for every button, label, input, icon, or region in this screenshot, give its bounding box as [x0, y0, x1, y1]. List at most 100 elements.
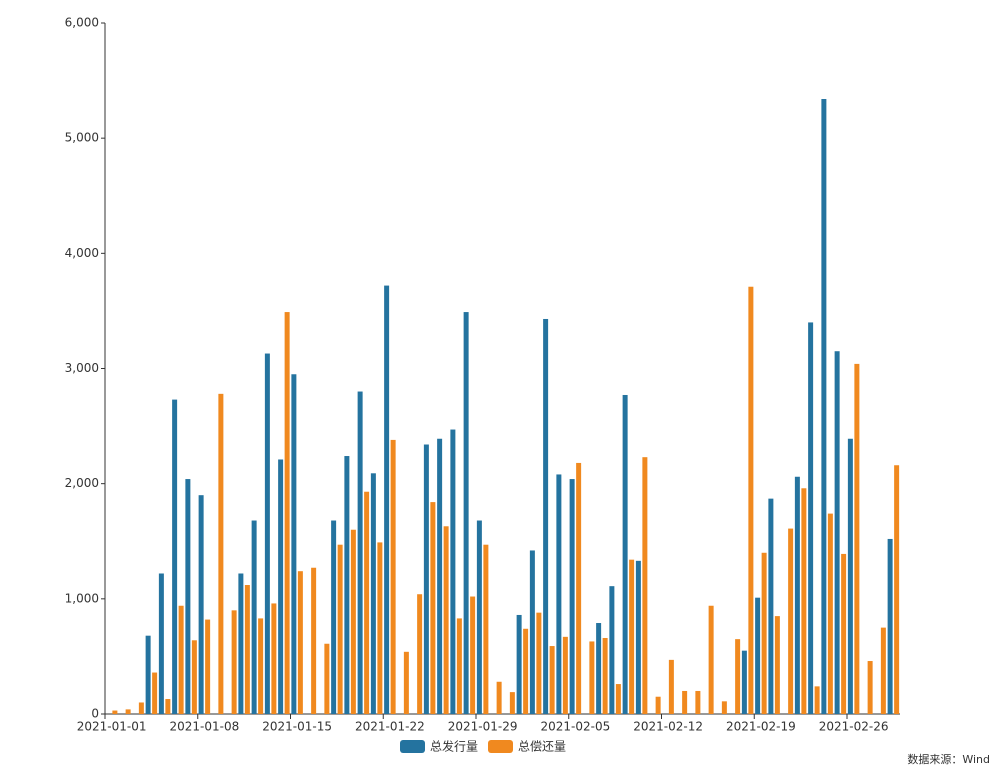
x-tick-label: 2021-01-22 — [355, 720, 425, 734]
bar — [867, 661, 873, 714]
legend-swatch — [400, 740, 425, 753]
bar — [278, 459, 284, 714]
y-tick-label: 6,000 — [65, 16, 99, 30]
bar — [344, 456, 350, 714]
bar — [556, 474, 562, 714]
bar — [847, 438, 853, 714]
bar — [463, 312, 469, 714]
bar — [549, 646, 555, 714]
bar — [808, 322, 814, 714]
bar — [456, 618, 462, 714]
bar — [496, 681, 502, 714]
bar — [390, 439, 396, 714]
bar — [529, 550, 535, 714]
bar — [450, 429, 456, 714]
bar — [138, 702, 144, 714]
bar — [655, 696, 661, 714]
bar — [350, 529, 356, 714]
bar — [297, 571, 303, 714]
bar — [761, 552, 767, 714]
bar — [562, 636, 568, 714]
bar — [112, 710, 118, 714]
bar — [291, 374, 297, 714]
y-tick-label: 0 — [91, 707, 99, 721]
bar — [158, 573, 164, 714]
bar — [814, 686, 820, 714]
legend-label: 总偿还量 — [518, 739, 566, 754]
bar — [668, 659, 674, 714]
bar — [238, 573, 244, 714]
bar — [364, 491, 370, 714]
bar — [165, 699, 171, 714]
bar — [543, 318, 549, 714]
bar — [417, 594, 423, 714]
bar — [443, 526, 449, 714]
x-tick-label: 2021-01-08 — [170, 720, 240, 734]
x-tick-label: 2021-02-26 — [819, 720, 889, 734]
bar — [602, 637, 608, 714]
bar — [788, 528, 794, 714]
bar — [834, 351, 840, 714]
bar — [384, 285, 390, 714]
bar — [596, 623, 602, 714]
bar — [741, 650, 747, 714]
bar — [311, 567, 317, 714]
bar — [569, 479, 575, 714]
bar — [516, 614, 522, 714]
bar — [536, 612, 542, 714]
bar — [635, 560, 641, 714]
bar — [642, 457, 648, 714]
bar — [271, 603, 277, 714]
bar — [854, 363, 860, 714]
bar — [191, 640, 197, 714]
legend-swatch — [488, 740, 513, 753]
bar — [887, 538, 893, 714]
bar — [251, 520, 257, 714]
bar — [523, 628, 529, 714]
bar — [589, 641, 595, 714]
bar — [682, 690, 688, 714]
bar — [735, 639, 741, 714]
source-note: 数据来源：Wind — [907, 752, 990, 766]
bar — [470, 596, 476, 714]
y-tick-label: 4,000 — [65, 246, 99, 260]
bar — [198, 495, 204, 714]
x-tick-label: 2021-01-29 — [448, 720, 518, 734]
bar — [258, 618, 264, 714]
y-tick-label: 3,000 — [65, 361, 99, 375]
bar — [377, 542, 383, 714]
bar — [615, 684, 621, 714]
bar — [231, 610, 237, 714]
bar — [755, 597, 761, 714]
bar — [483, 544, 489, 714]
bar — [178, 605, 184, 714]
y-tick-label: 5,000 — [65, 131, 99, 145]
bar — [708, 605, 714, 714]
bar — [576, 462, 582, 714]
x-tick-label: 2021-02-12 — [633, 720, 703, 734]
bar — [801, 488, 807, 714]
bar — [357, 391, 363, 714]
y-tick-label: 1,000 — [65, 591, 99, 605]
bar — [841, 553, 847, 714]
bar — [284, 312, 290, 714]
y-tick-label: 2,000 — [65, 476, 99, 490]
bar — [622, 394, 628, 714]
bar — [244, 585, 250, 714]
bar — [768, 498, 774, 714]
bar — [152, 672, 158, 714]
bar — [827, 513, 833, 714]
bar — [794, 476, 800, 714]
bar — [172, 399, 178, 714]
bar — [185, 479, 191, 714]
bar — [331, 520, 337, 714]
bar — [695, 690, 701, 714]
bar — [748, 286, 754, 714]
bar — [821, 99, 827, 714]
bar — [264, 353, 270, 714]
bar — [145, 635, 151, 714]
bar — [423, 444, 429, 714]
bar — [476, 520, 482, 714]
legend-label: 总发行量 — [430, 739, 478, 754]
x-tick-label: 2021-01-15 — [262, 720, 332, 734]
